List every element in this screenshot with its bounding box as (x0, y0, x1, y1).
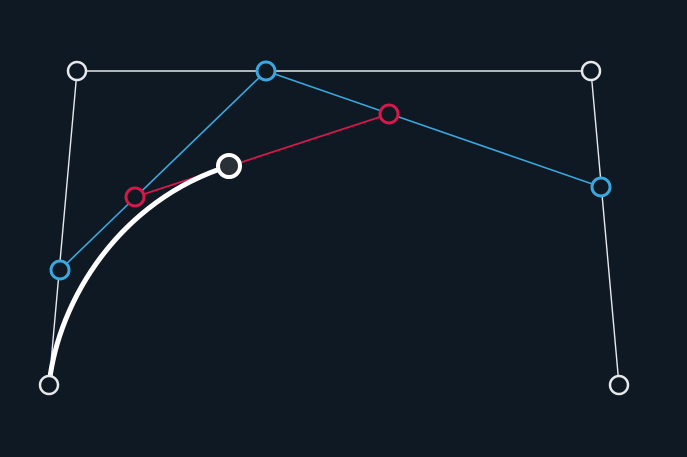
level1-segment-2 (265, 70, 602, 188)
bezier-curve-trace (46, 163, 232, 388)
level1-segment-1 (59, 70, 267, 271)
control-point-1[interactable] (38, 374, 60, 396)
curve-point (216, 153, 242, 179)
control-point-3[interactable] (580, 60, 602, 82)
level1-lines (59, 70, 602, 271)
level1-point-1 (49, 259, 71, 281)
control-point-4[interactable] (608, 374, 630, 396)
level1-point-2 (255, 60, 277, 82)
level2-point-2 (378, 103, 400, 125)
control-segment-3 (590, 70, 620, 386)
level1-points (49, 60, 612, 281)
level2-lines (134, 113, 390, 198)
level2-segment-1 (134, 113, 390, 198)
level2-points (124, 103, 400, 208)
control-point-2[interactable] (66, 60, 88, 82)
level2-point-1 (124, 186, 146, 208)
control-polygon (48, 70, 620, 386)
control-points (38, 60, 630, 396)
level1-point-3 (590, 176, 612, 198)
control-segment-1 (48, 70, 78, 386)
